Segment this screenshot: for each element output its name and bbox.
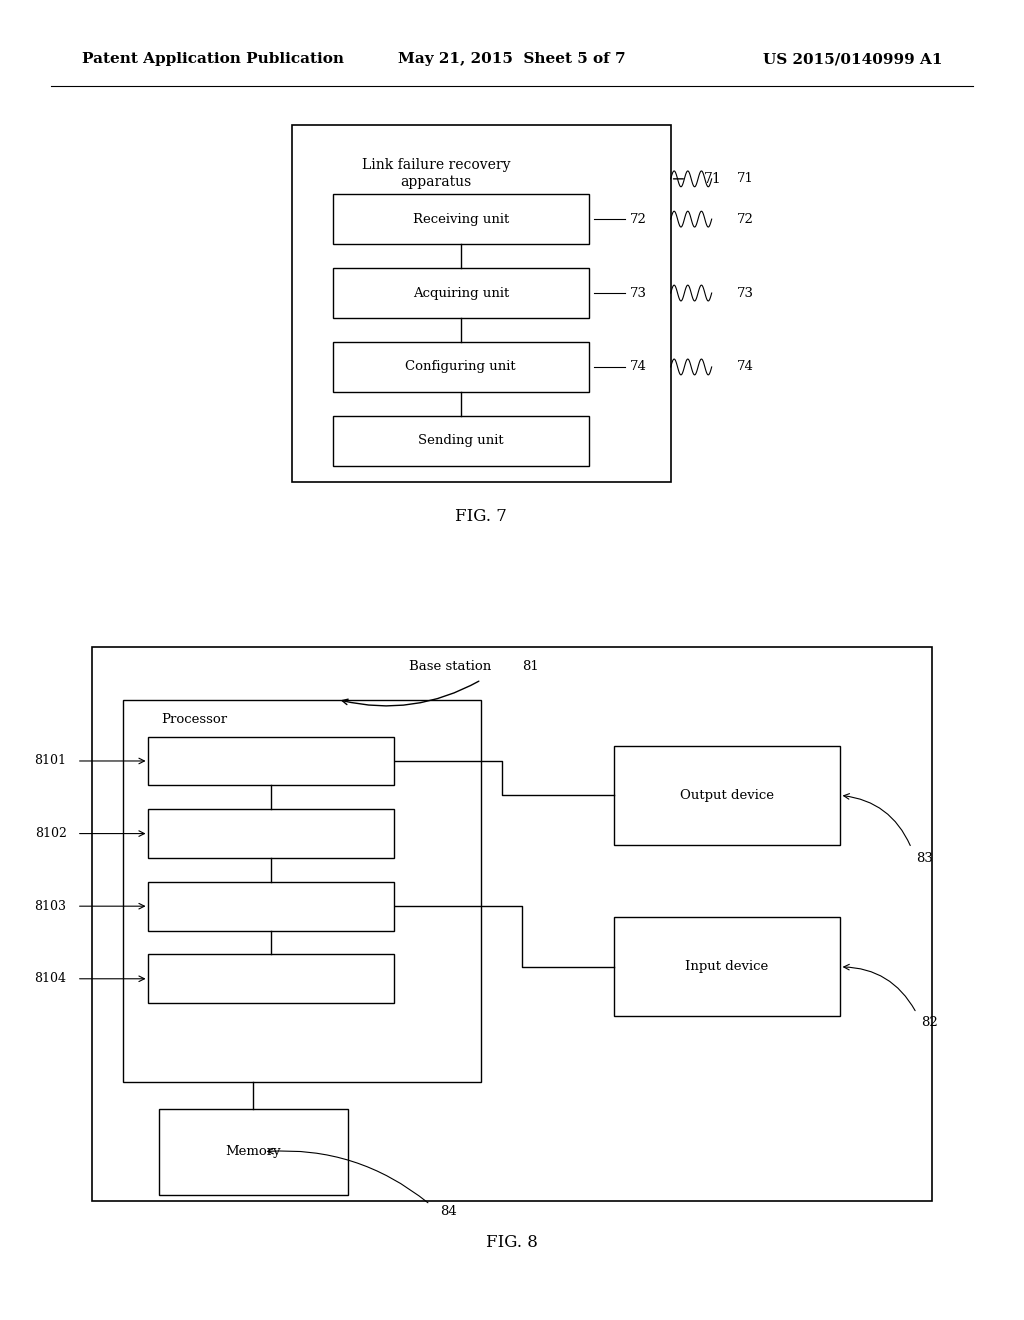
- Text: Input device: Input device: [685, 961, 769, 973]
- Text: 72: 72: [737, 213, 754, 226]
- Text: 8104: 8104: [35, 973, 67, 985]
- Text: 73: 73: [630, 286, 647, 300]
- FancyBboxPatch shape: [159, 1109, 348, 1195]
- Text: 74: 74: [737, 360, 754, 374]
- Text: 83: 83: [916, 853, 933, 865]
- Text: Receiving unit: Receiving unit: [413, 213, 509, 226]
- Text: Link failure recovery
apparatus: Link failure recovery apparatus: [361, 158, 510, 189]
- Text: 8102: 8102: [35, 828, 67, 840]
- FancyBboxPatch shape: [333, 342, 589, 392]
- Text: FIG. 8: FIG. 8: [486, 1234, 538, 1251]
- Text: Acquiring unit: Acquiring unit: [413, 286, 509, 300]
- Text: US 2015/0140999 A1: US 2015/0140999 A1: [763, 53, 942, 66]
- FancyBboxPatch shape: [333, 194, 589, 244]
- Text: Processor: Processor: [162, 713, 227, 726]
- Text: 81: 81: [522, 660, 539, 673]
- Text: Output device: Output device: [680, 789, 774, 801]
- Text: Receiving unit: Receiving unit: [225, 755, 317, 767]
- Text: Base station: Base station: [410, 660, 492, 673]
- Text: FIG. 7: FIG. 7: [456, 508, 507, 525]
- Text: 8101: 8101: [35, 755, 67, 767]
- Text: May 21, 2015  Sheet 5 of 7: May 21, 2015 Sheet 5 of 7: [398, 53, 626, 66]
- FancyBboxPatch shape: [333, 268, 589, 318]
- Text: Configuring unit: Configuring unit: [219, 900, 324, 912]
- Text: 84: 84: [440, 1205, 457, 1217]
- Text: 73: 73: [737, 286, 755, 300]
- Text: 71: 71: [703, 172, 721, 186]
- FancyBboxPatch shape: [333, 416, 589, 466]
- Text: Memory: Memory: [225, 1146, 282, 1158]
- FancyBboxPatch shape: [292, 125, 671, 482]
- FancyBboxPatch shape: [123, 700, 481, 1082]
- Text: Sending unit: Sending unit: [230, 973, 312, 985]
- FancyBboxPatch shape: [148, 882, 394, 931]
- Text: 82: 82: [922, 1016, 938, 1028]
- FancyBboxPatch shape: [614, 917, 840, 1016]
- FancyBboxPatch shape: [148, 809, 394, 858]
- FancyBboxPatch shape: [148, 737, 394, 785]
- Text: Patent Application Publication: Patent Application Publication: [82, 53, 344, 66]
- Text: Sending unit: Sending unit: [418, 434, 504, 447]
- FancyBboxPatch shape: [614, 746, 840, 845]
- Text: 8103: 8103: [35, 900, 67, 912]
- Text: 72: 72: [630, 213, 646, 226]
- Text: Configuring unit: Configuring unit: [406, 360, 516, 374]
- FancyBboxPatch shape: [148, 954, 394, 1003]
- Text: Acquiring unit: Acquiring unit: [225, 828, 317, 840]
- Text: 74: 74: [630, 360, 646, 374]
- Text: 71: 71: [737, 173, 754, 185]
- FancyBboxPatch shape: [92, 647, 932, 1201]
